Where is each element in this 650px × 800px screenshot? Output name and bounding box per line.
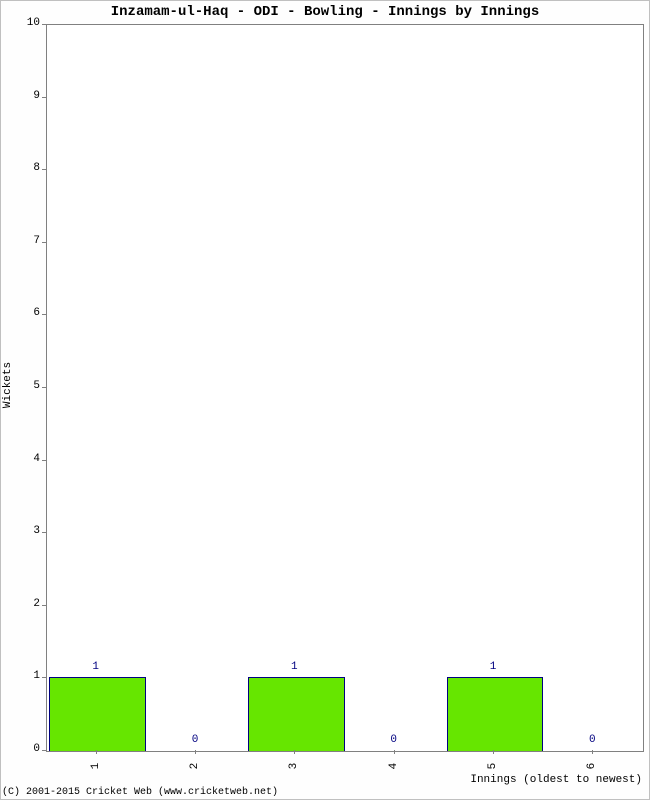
x-tick-label: 5	[487, 756, 499, 776]
x-tick-label: 1	[90, 756, 102, 776]
chart-container: Inzamam-ul-Haq - ODI - Bowling - Innings…	[0, 0, 650, 800]
bar-value-label: 0	[374, 734, 414, 746]
x-tick-label: 3	[288, 756, 300, 776]
x-tick-label: 4	[388, 756, 400, 776]
x-tick-mark	[96, 750, 97, 754]
bar-value-label: 1	[473, 661, 513, 673]
bar-value-label: 1	[76, 661, 116, 673]
bar	[248, 677, 344, 751]
bar	[49, 677, 145, 751]
x-tick-mark	[394, 750, 395, 754]
chart-title: Inzamam-ul-Haq - ODI - Bowling - Innings…	[0, 4, 650, 20]
y-tick-label: 2	[18, 598, 40, 610]
y-tick-label: 6	[18, 307, 40, 319]
y-tick-mark	[42, 750, 46, 751]
x-tick-label: 2	[189, 756, 201, 776]
y-tick-label: 0	[18, 743, 40, 755]
y-tick-mark	[42, 97, 46, 98]
y-tick-label: 8	[18, 162, 40, 174]
y-tick-label: 9	[18, 90, 40, 102]
x-tick-mark	[195, 750, 196, 754]
bar	[447, 677, 543, 751]
y-tick-mark	[42, 605, 46, 606]
y-tick-label: 7	[18, 235, 40, 247]
y-tick-mark	[42, 24, 46, 25]
footer-text: (C) 2001-2015 Cricket Web (www.cricketwe…	[2, 787, 278, 798]
x-axis-label: Innings (oldest to newest)	[442, 774, 642, 786]
y-tick-mark	[42, 242, 46, 243]
y-tick-mark	[42, 460, 46, 461]
y-tick-label: 1	[18, 670, 40, 682]
y-tick-mark	[42, 169, 46, 170]
y-tick-mark	[42, 677, 46, 678]
x-tick-mark	[294, 750, 295, 754]
x-tick-label: 6	[586, 756, 598, 776]
y-tick-label: 10	[18, 17, 40, 29]
x-tick-mark	[592, 750, 593, 754]
plot-area	[46, 24, 644, 752]
y-tick-label: 3	[18, 525, 40, 537]
y-tick-mark	[42, 314, 46, 315]
y-tick-mark	[42, 387, 46, 388]
y-axis-label: Wickets	[2, 355, 14, 415]
y-tick-label: 4	[18, 453, 40, 465]
bar-value-label: 0	[572, 734, 612, 746]
bar-value-label: 1	[274, 661, 314, 673]
x-tick-mark	[493, 750, 494, 754]
bar-value-label: 0	[175, 734, 215, 746]
y-tick-mark	[42, 532, 46, 533]
y-tick-label: 5	[18, 380, 40, 392]
